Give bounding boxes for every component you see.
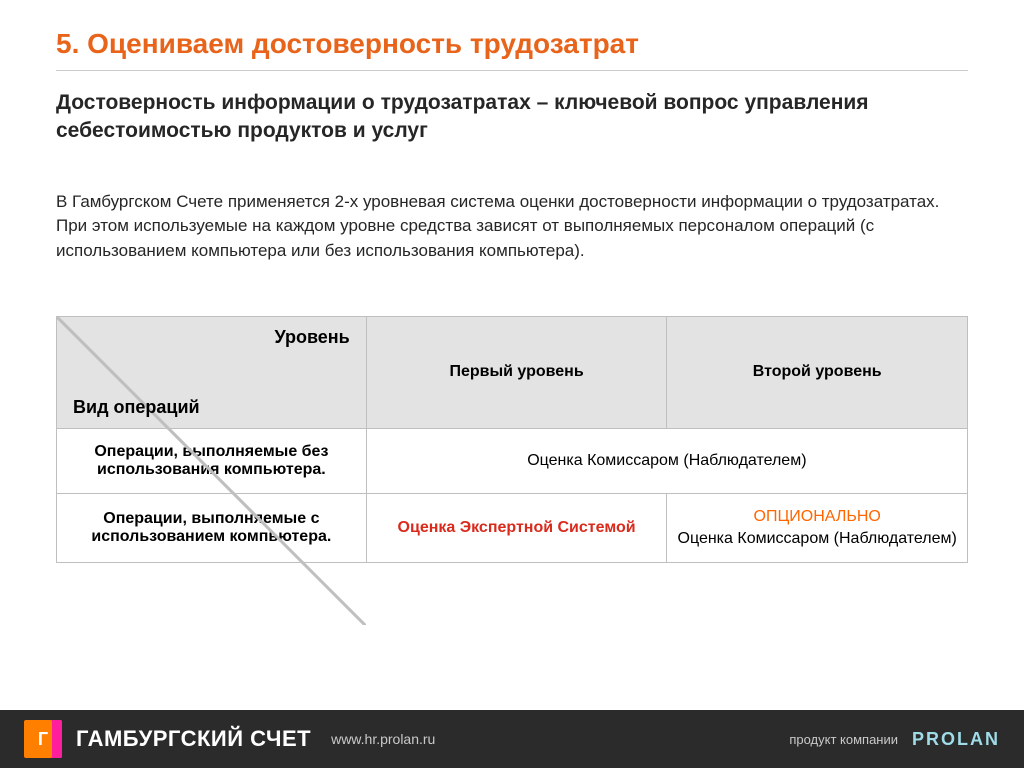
subtitle: Достоверность информации о трудозатратах… [56,89,968,146]
slide: 5. Оцениваем достоверность трудозатрат Д… [0,0,1024,768]
expert-system-label: Оценка Экспертной Системой [398,519,636,536]
table-diag-header: Уровень Вид операций [57,316,367,428]
title-rule [56,70,968,71]
brand-name: ГАМБУРГСКИЙ СЧЕТ [76,726,311,752]
col-header-1: Первый уровень [366,316,667,428]
col-header-2: Второй уровень [667,316,968,428]
row2-cell2: ОПЦИОНАЛЬНО Оценка Комиссаром (Наблюдате… [667,493,968,562]
footer-bar: Г ГАМБУРГСКИЙ СЧЕТ www.hr.prolan.ru прод… [0,710,1024,768]
diag-top-label: Уровень [274,327,349,348]
content-area: 5. Оцениваем достоверность трудозатрат Д… [0,0,1024,710]
levels-table: Уровень Вид операций Первый уровень Втор… [56,316,968,563]
optional-label: ОПЦИОНАЛЬНО [754,508,881,526]
body-paragraph: В Гамбургском Счете применяется 2-х уров… [56,190,968,264]
slide-title: 5. Оцениваем достоверность трудозатрат [56,28,968,60]
company-name: PROLAN [912,729,1000,750]
row2-cell1: Оценка Экспертной Системой [366,493,667,562]
diagonal-line-icon [57,317,366,626]
diag-bottom-label: Вид операций [73,397,200,418]
logo-icon: Г [24,720,62,758]
logo-mark: Г [38,729,48,750]
commissar-label: Оценка Комиссаром (Наблюдателем) [678,530,957,548]
product-of-label: продукт компании [789,732,898,747]
footer-url: www.hr.prolan.ru [331,731,435,747]
row1-merged-cell: Оценка Комиссаром (Наблюдателем) [366,428,967,493]
